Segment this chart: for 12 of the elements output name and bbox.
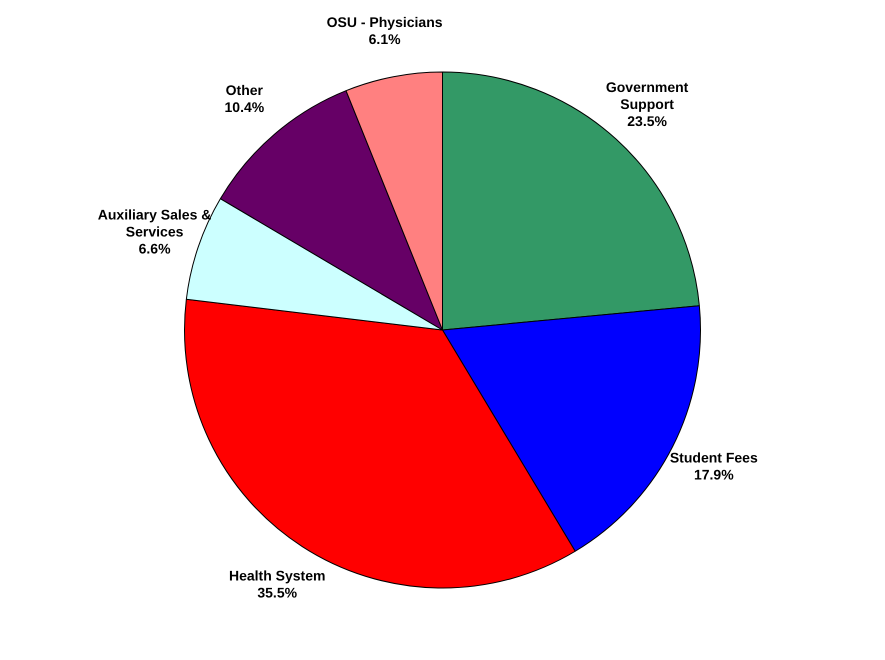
data-label: 6.1% <box>368 30 402 47</box>
slice-label: Government Support <box>606 79 689 112</box>
data-label: 35.5% <box>257 584 298 600</box>
data-label: 23.5% <box>627 113 668 130</box>
slice-label: Health System <box>228 567 326 584</box>
slice-label: Student Fees <box>670 450 758 466</box>
data-label: 6.6% <box>138 240 172 256</box>
slice-label: Auxiliary Sales & Services <box>98 206 212 240</box>
data-label: 17.9% <box>694 466 734 483</box>
data-label: 10.4% <box>224 98 265 115</box>
slice-label: Other <box>226 82 264 98</box>
slice-label: OSU - Physicians <box>326 14 443 30</box>
